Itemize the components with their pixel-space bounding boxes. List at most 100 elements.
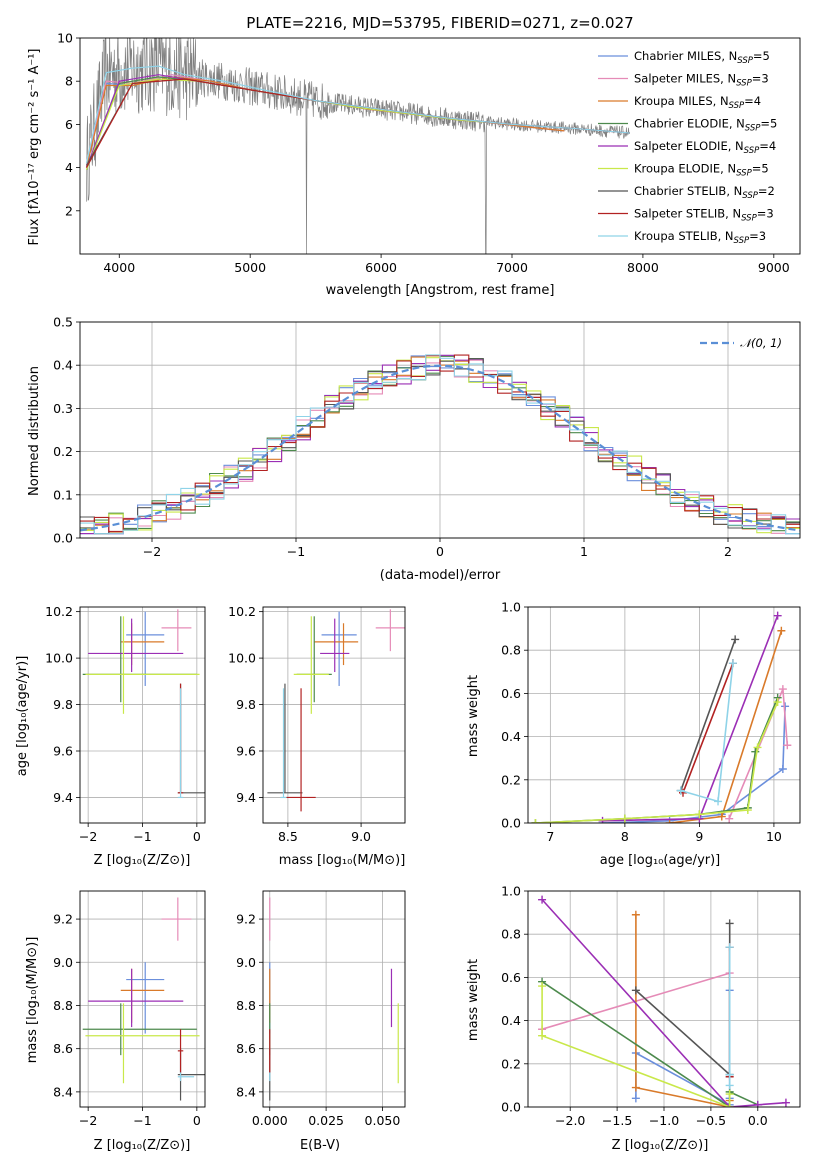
mass-vs-ebv-frame: [262, 890, 406, 1108]
mass-vs-ebv-ytick-label-0: 8.4: [236, 1084, 256, 1099]
weight-vs-z-xtick-label-0: −2.0: [555, 1113, 585, 1128]
weight-vs-z-point-kroupa-miles-0: [631, 910, 640, 919]
weight-vs-z-ytick-label-4: 0.8: [501, 927, 521, 942]
legend-label-salpeter-elodie: Salpeter ELODIE, NSSP=4: [634, 139, 776, 156]
weight-vs-z-point-salpeter-elodie-2: [753, 1100, 762, 1107]
mass-vs-z-ytick-label-4: 9.2: [53, 912, 73, 927]
age-vs-mass-xtick-label-1: 9.0: [351, 829, 371, 844]
mass-vs-ebv-xtick-label-2: 0.050: [365, 1113, 401, 1128]
hist-ytick-label-3: 0.3: [53, 401, 73, 416]
hist-ylabel: Normed distribution: [27, 366, 42, 496]
normal-curve: [80, 364, 800, 532]
mass-z-ylabel: mass [log₁₀(M/M⊙)]: [25, 937, 40, 1064]
spectrum-model-salpeter-elodie: [85, 74, 486, 168]
spectrum-ytick-label-1: 4: [65, 160, 73, 175]
weight-vs-z-line-chabrier-stelib: [635, 923, 731, 1077]
weight-vs-z-xtick-label-4: 0.0: [748, 1113, 768, 1128]
weight-vs-age-plot-area: [531, 611, 792, 823]
mass-vs-z-ytick-label-2: 8.8: [53, 998, 73, 1013]
hist-xlabel: (data-model)/error: [380, 568, 501, 583]
weight-vs-z-point-salpeter-elodie-3: [781, 1098, 790, 1107]
weight-vs-age-xtick-label-1: 8: [621, 829, 629, 844]
hist-plot-area: [80, 354, 800, 535]
hist-xtick-label-4: 2: [724, 544, 732, 559]
spectrum-model-kroupa-stelib: [85, 65, 630, 164]
mass-vs-z-xtick-label-0: −2: [79, 1113, 97, 1128]
age-vs-z-xtick-label-2: 0: [193, 829, 201, 844]
weight-vs-age-point-kroupa-elodie-2: [695, 810, 704, 819]
hist-ytick-label-4: 0.4: [53, 358, 73, 373]
legend-label-chabrier-elodie: Chabrier ELODIE, NSSP=5: [634, 117, 777, 134]
age-vs-mass-xtick-label-0: 8.5: [278, 829, 298, 844]
spectrum-ytick-label-2: 6: [65, 117, 73, 132]
weight-vs-age-xtick-label-0: 7: [546, 829, 554, 844]
observed-spectrum: [86, 38, 630, 254]
weight-z-xlabel: Z [log₁₀(Z/Z⊙)]: [612, 1138, 709, 1153]
legend-label-kroupa-elodie: Kroupa ELODIE, NSSP=5: [634, 162, 769, 179]
age-z-xlabel: Z [log₁₀(Z/Z⊙)]: [94, 853, 191, 868]
weight-vs-z-ytick-label-1: 0.2: [501, 1056, 521, 1071]
weight-age-ylabel: mass weight: [466, 675, 481, 757]
legend-label-chabrier-stelib: Chabrier STELIB, NSSP=2: [634, 184, 775, 201]
weight-vs-z-point-kroupa-elodie-2: [725, 1103, 734, 1107]
mass-vs-z-xtick-label-1: −1: [133, 1113, 151, 1128]
weight-vs-z-xtick-label-3: −0.5: [696, 1113, 726, 1128]
normal-legend-label: 𝒩(0, 1): [740, 336, 782, 350]
weight-vs-age-point-salpeter-miles-2: [783, 741, 792, 750]
weight-vs-z-xtick-label-1: −1.5: [602, 1113, 632, 1128]
weight-vs-age-point-kroupa-stelib-0: [676, 786, 685, 795]
weight-vs-age-line-chabrier-elodie: [535, 697, 779, 823]
weight-vs-age-ytick-label-5: 1.0: [501, 600, 521, 615]
spectrum-title: PLATE=2216, MJD=53795, FIBERID=0271, z=0…: [246, 14, 633, 32]
age-vs-z-ytick-label-2: 9.8: [53, 697, 73, 712]
age-vs-z-ytick-label-1: 9.6: [53, 744, 73, 759]
legend-label-chabrier-miles: Chabrier MILES, NSSP=5: [634, 49, 770, 66]
age-vs-mass-ytick-label-4: 10.2: [228, 604, 256, 619]
age-vs-mass-frame: [262, 606, 406, 824]
age-vs-mass-ytick-label-0: 9.4: [236, 790, 256, 805]
spectrum-xlabel: wavelength [Angstrom, rest frame]: [326, 283, 555, 298]
weight-vs-age-point-kroupa-elodie-5: [773, 698, 782, 707]
mass-vs-ebv-ytick-label-4: 9.2: [236, 912, 256, 927]
spectrum-xtick-label-2: 6000: [365, 260, 397, 275]
mass-vs-ebv-xtick-label-0: 0.000: [252, 1113, 288, 1128]
hist-step-kroupa-stelib: [80, 354, 800, 535]
weight-vs-age-line-salpeter-miles: [728, 688, 789, 820]
spectrum-model-chabrier-elodie: [85, 76, 486, 171]
spectrum-plot-area: [85, 38, 630, 254]
mass-vs-ebv-plot-area: [269, 897, 399, 1101]
age-vs-z-ytick-label-4: 10.2: [45, 604, 73, 619]
age-vs-z-plot-area: [82, 609, 205, 799]
age-vs-z-xtick-label-0: −2: [79, 829, 97, 844]
spectrum-ytick-label-4: 10: [57, 31, 73, 46]
weight-vs-age-point-kroupa-elodie-3: [743, 806, 752, 815]
weight-vs-z-frame: [527, 890, 801, 1108]
spectrum-frame: [79, 37, 801, 255]
spectrum-model-kroupa-elodie: [85, 78, 486, 171]
weight-vs-age-point-salpeter-elodie-0: [598, 816, 607, 823]
age-vs-mass-plot-area: [267, 609, 405, 812]
weight-vs-age-point-salpeter-miles-0: [725, 814, 734, 823]
weight-age-xlabel: age [log₁₀(age/yr)]: [600, 853, 721, 868]
hist-xtick-label-2: 0: [436, 544, 444, 559]
mass-vs-z-ytick-label-3: 9.0: [53, 955, 73, 970]
mass-vs-ebv-ytick-label-2: 8.8: [236, 998, 256, 1013]
age-vs-z-xtick-label-1: −1: [133, 829, 151, 844]
weight-vs-age-line-kroupa-elodie: [535, 701, 779, 823]
weight-vs-age-ytick-label-0: 0.0: [501, 816, 521, 831]
weight-vs-z-point-kroupa-stelib-0: [725, 1081, 734, 1090]
weight-vs-age-point-kroupa-stelib-2: [728, 659, 737, 668]
hist-ytick-label-1: 0.1: [53, 487, 73, 502]
weight-vs-z-point-kroupa-stelib-2: [725, 943, 734, 952]
hist-ytick-label-0: 0.0: [53, 531, 73, 546]
weight-vs-z-plot-area: [538, 895, 790, 1107]
weight-vs-z-ytick-label-5: 1.0: [501, 884, 521, 899]
mass-vs-ebv-ytick-label-1: 8.6: [236, 1041, 256, 1056]
weight-vs-age-xtick-label-3: 10: [766, 829, 782, 844]
spectrum-model-salpeter-miles: [85, 74, 565, 166]
weight-vs-age-line-chabrier-stelib: [680, 639, 736, 791]
weight-vs-z-point-salpeter-elodie-0: [538, 895, 547, 904]
weight-vs-z-line-kroupa-elodie: [541, 986, 731, 1107]
age-vs-z-ytick-label-0: 9.4: [53, 790, 73, 805]
